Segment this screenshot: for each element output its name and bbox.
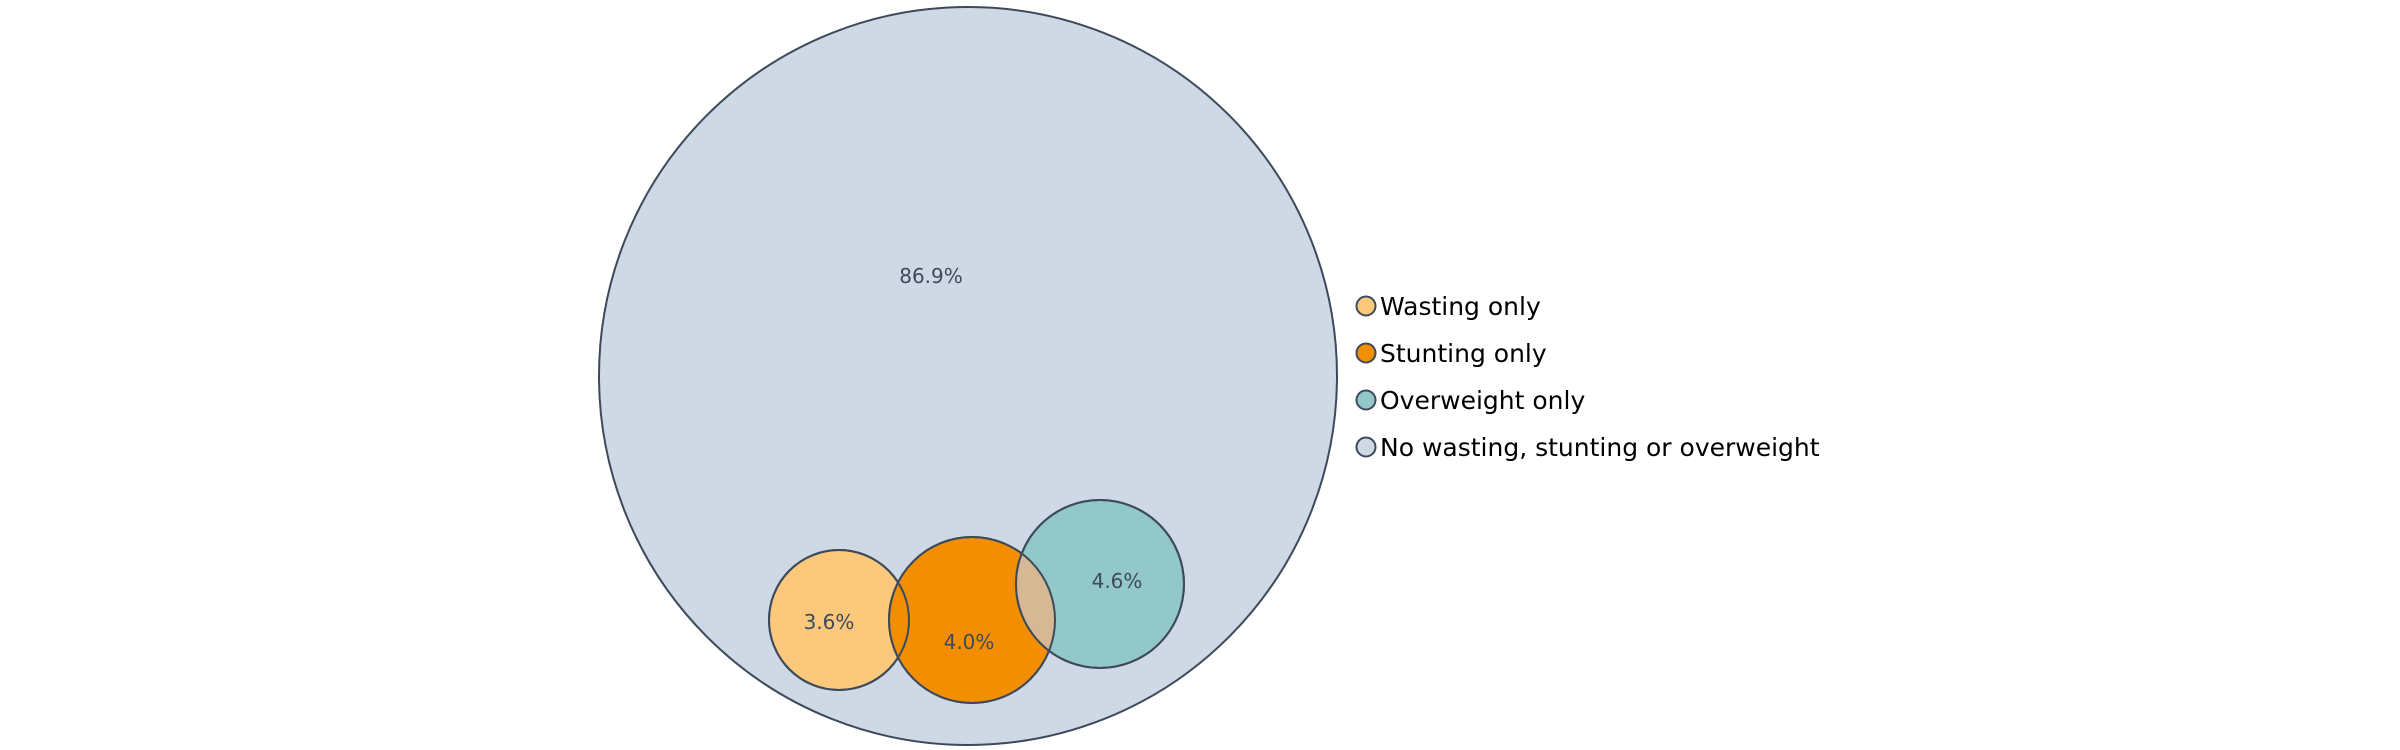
- legend-swatch-overweight: [1355, 389, 1377, 411]
- legend-item-wasting: Wasting only: [1355, 292, 1541, 321]
- label-overweight: 4.6%: [1092, 569, 1143, 593]
- label-no-condition: 86.9%: [899, 264, 963, 288]
- outline-wasting: [768, 549, 910, 691]
- legend-label-no-condition: No wasting, stunting or overweight: [1380, 433, 1820, 462]
- legend-item-stunting: Stunting only: [1355, 339, 1547, 368]
- legend-swatch-wasting: [1355, 295, 1377, 317]
- legend-label-wasting: Wasting only: [1380, 292, 1541, 321]
- legend-item-overweight: Overweight only: [1355, 386, 1585, 415]
- legend-label-overweight: Overweight only: [1380, 386, 1585, 415]
- outline-overweight: [1015, 499, 1185, 669]
- legend-swatch-stunting: [1355, 342, 1377, 364]
- label-wasting: 3.6%: [804, 610, 855, 634]
- outline-stunting: [888, 536, 1056, 704]
- legend: Wasting only Stunting only Overweight on…: [1355, 292, 1820, 462]
- legend-label-stunting: Stunting only: [1380, 339, 1547, 368]
- label-stunting: 4.0%: [944, 630, 995, 654]
- legend-swatch-no-condition: [1355, 436, 1377, 458]
- legend-item-no-condition: No wasting, stunting or overweight: [1355, 433, 1820, 462]
